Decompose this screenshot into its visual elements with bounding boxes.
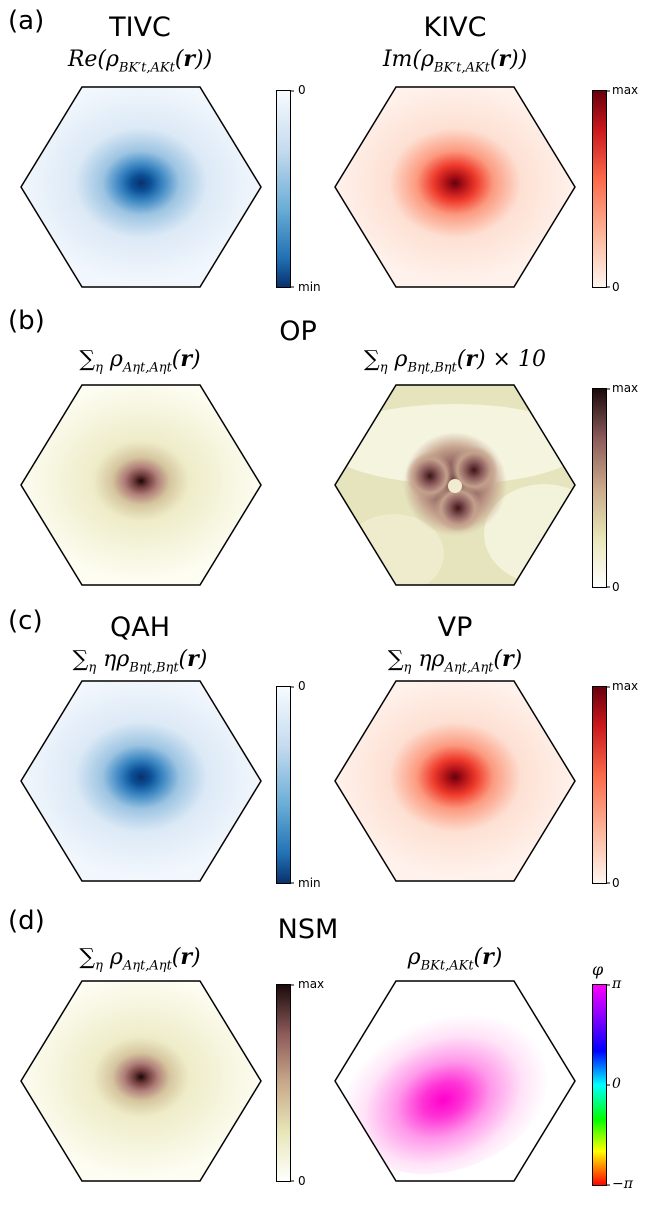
panel-c-label: (c) [8,606,43,636]
panel-a-label: (a) [8,6,45,36]
phase-cbar-bottom: −π [612,1176,633,1192]
vp-hex-map [334,680,576,882]
panel-b-label: (b) [8,306,45,336]
tivc-hex-map [20,86,262,288]
nsm-left-cbar-top: max [298,977,325,991]
tivc-title: TIVC [109,12,171,43]
qah-hex-map [20,680,262,882]
kivc-hex-map [334,86,576,288]
nsm-left-hex-map [20,980,262,1182]
tivc-colorbar [276,90,294,288]
tivc-cbar-top: 0 [298,83,306,97]
qah-cbar-top: 0 [298,679,306,693]
vp-formula: ∑η ηρAηt,Aηt(r) [387,646,523,676]
kivc-formula: Im(ρBK′t,AKt(r)) [382,46,528,76]
qah-cbar-bottom: min [298,876,321,890]
op-colorbar [592,388,610,588]
op-right-formula: ∑η ρBηt,Bηt(r) × 10 [364,346,546,376]
op-left-formula: ∑η ρAηt,Aηt(r) [79,346,201,376]
op-cbar-top: max [612,381,639,395]
qah-title: QAH [109,612,171,643]
nsm-right-hex-map [334,980,576,1182]
qah-colorbar [276,686,294,884]
phase-cbar-top: π [612,976,622,992]
phase-colorbar [592,984,610,1186]
op-right-hex-map [334,384,576,586]
tivc-cbar-bottom: min [298,280,321,294]
tivc-formula: Re(ρBK′t,AKt(r)) [67,46,213,76]
phase-cbar-mid: 0 [612,1076,621,1092]
op-left-hex-map [20,384,262,586]
vp-cbar-top: max [612,679,639,693]
vp-cbar-bottom: 0 [612,876,620,890]
panel-d-label: (d) [8,906,45,936]
kivc-colorbar [592,90,610,288]
kivc-title: KIVC [423,12,487,43]
op-title: OP [279,316,317,347]
vp-colorbar [592,686,610,884]
nsm-title: NSM [277,914,339,945]
phase-cbar-label: φ [592,960,604,979]
nsm-left-formula: ∑η ρAηt,Aηt(r) [79,944,201,974]
kivc-cbar-bottom: 0 [612,280,620,294]
nsm-right-formula: ρBKt,AKt(r) [407,944,503,974]
vp-title: VP [437,612,473,643]
nsm-left-cbar-bottom: 0 [298,1174,306,1188]
kivc-cbar-top: max [612,83,639,97]
op-cbar-bottom: 0 [612,580,620,594]
qah-formula: ∑η ηρBηt,Bηt(r) [72,646,208,676]
nsm-left-colorbar [276,984,294,1182]
